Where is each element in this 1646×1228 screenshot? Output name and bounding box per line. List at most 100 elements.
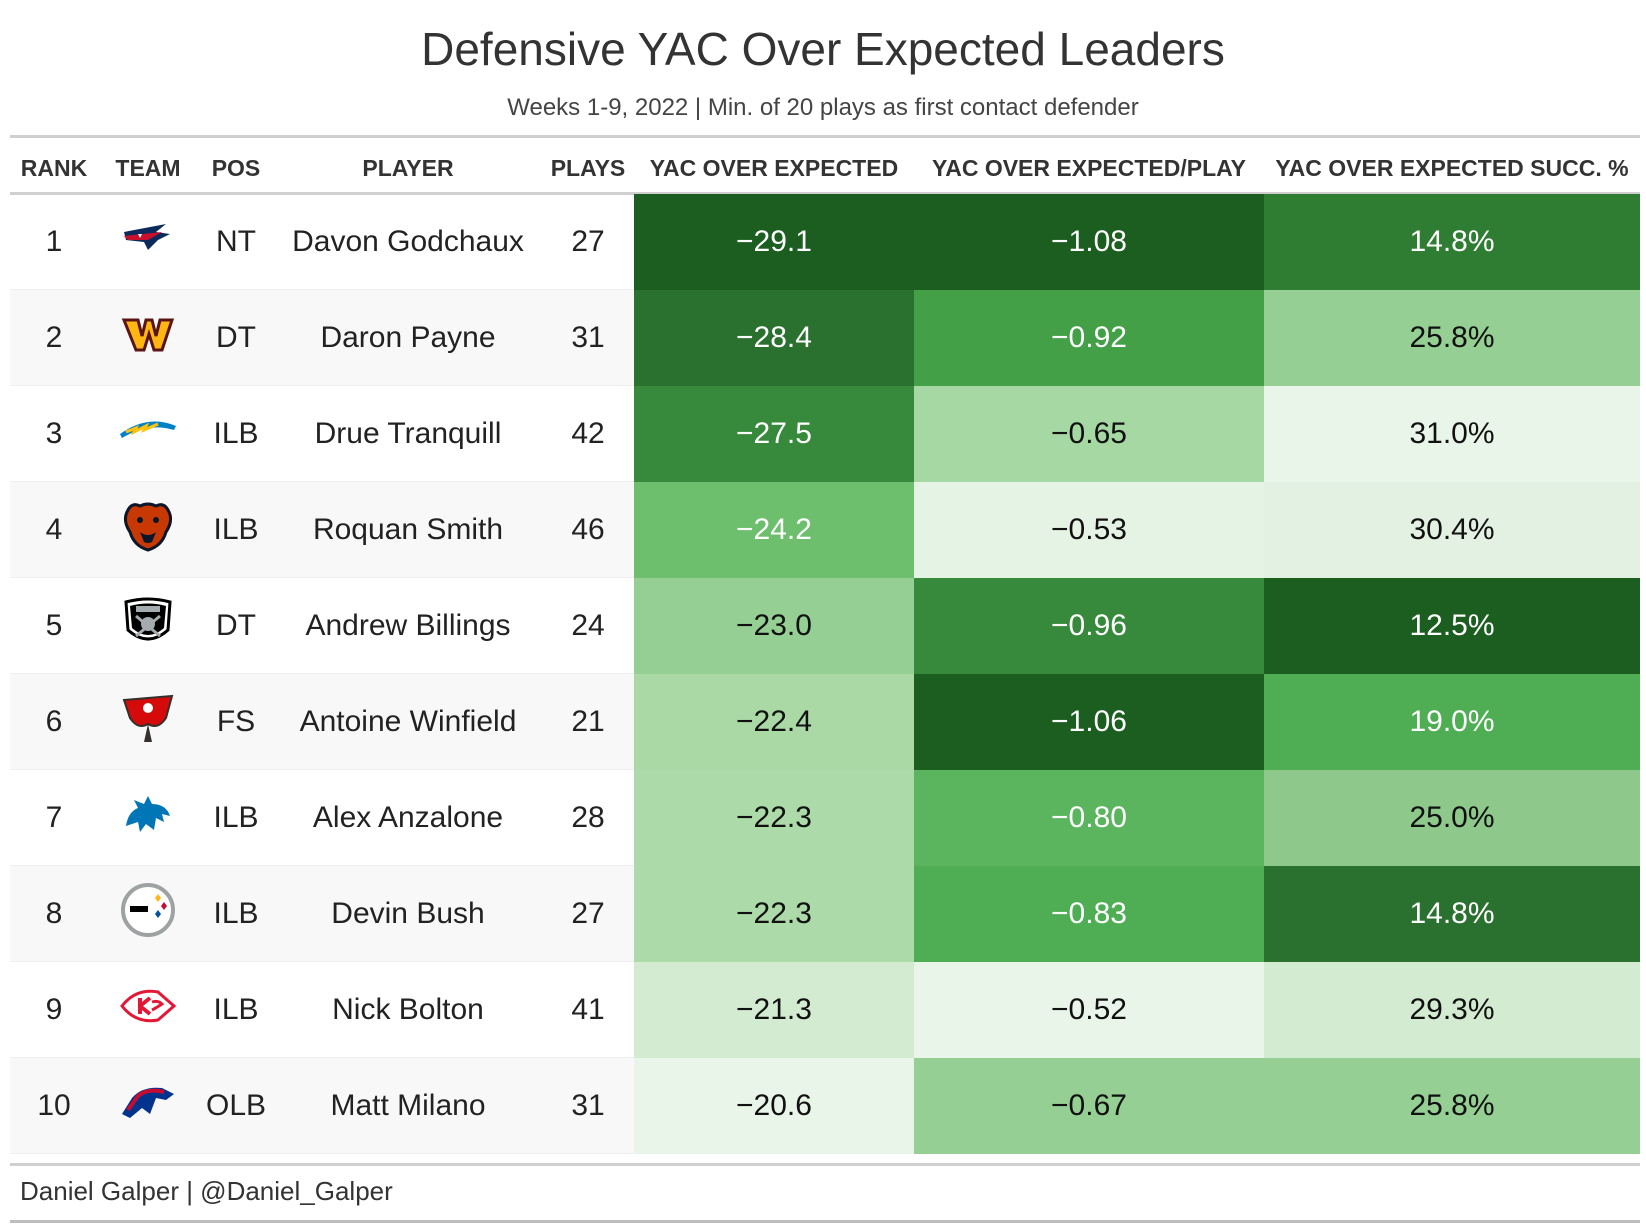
yoe-succ-cell: 25.0% <box>1264 770 1640 866</box>
table-row: 1 NT Davon Godchaux 27 −29.1 −1.08 14.8% <box>10 194 1640 290</box>
table-row: 6 FS Antoine Winfield 21 −22.4 −1.06 19.0% <box>10 674 1640 770</box>
pos-cell: ILB <box>213 801 259 834</box>
commanders-logo-icon <box>118 306 178 370</box>
source-credit: Daniel Galper | @Daniel_Galper <box>20 1176 393 1206</box>
rank-cell: 6 <box>45 705 63 738</box>
rank-cell: 4 <box>45 513 63 546</box>
rank-cell: 1 <box>45 225 63 258</box>
yoe-cell: −27.5 <box>634 386 914 482</box>
player-cell: Davon Godchaux <box>292 225 524 258</box>
table-row: 7 ILB Alex Anzalone 28 −22.3 −0.80 25.0% <box>10 770 1640 866</box>
yoe-play-cell: −0.52 <box>914 962 1264 1058</box>
table-row: 3 ILB Drue Tranquill 42 −27.5 −0.65 31.0% <box>10 386 1640 482</box>
team-cell <box>98 770 198 866</box>
team-cell <box>98 866 198 962</box>
header-plays: PLAYS <box>550 154 626 181</box>
pos-cell: ILB <box>213 897 259 930</box>
yoe-succ-cell: 25.8% <box>1264 1058 1640 1154</box>
header-yoe-play: YAC OVER EXPECTED/PLAY <box>931 154 1246 181</box>
yoe-succ-cell: 30.4% <box>1264 482 1640 578</box>
raiders-logo-icon <box>118 594 178 658</box>
rank-cell: 8 <box>45 897 63 930</box>
rank-cell: 5 <box>45 609 63 642</box>
plays-cell: 28 <box>571 801 605 834</box>
plays-cell: 27 <box>571 897 605 930</box>
bears-logo-icon <box>118 498 178 562</box>
plays-cell: 31 <box>571 321 605 354</box>
pos-cell: FS <box>216 705 256 738</box>
yoe-play-cell: −1.08 <box>914 194 1264 290</box>
chart-subtitle: Weeks 1-9, 2022 | Min. of 20 plays as fi… <box>507 94 1139 121</box>
team-cell <box>98 962 198 1058</box>
plays-cell: 42 <box>571 417 605 450</box>
yoe-succ-cell: 29.3% <box>1264 962 1640 1058</box>
yoe-cell: −21.3 <box>634 962 914 1058</box>
bills-logo-icon <box>118 1074 178 1138</box>
player-cell: Drue Tranquill <box>314 417 502 450</box>
yoe-play-cell: −0.83 <box>914 866 1264 962</box>
pos-cell: DT <box>216 609 256 642</box>
yoe-succ-cell: 19.0% <box>1264 674 1640 770</box>
top-rule <box>10 135 1640 138</box>
chargers-logo-icon <box>118 402 178 466</box>
team-cell <box>98 386 198 482</box>
yoe-succ-cell: 14.8% <box>1264 194 1640 290</box>
pos-cell: NT <box>216 225 256 258</box>
pos-cell: ILB <box>213 417 259 450</box>
table-row: 2 DT Daron Payne 31 −28.4 −0.92 25.8% <box>10 290 1640 386</box>
rank-cell: 9 <box>45 993 63 1026</box>
yoe-succ-cell: 31.0% <box>1264 386 1640 482</box>
yoe-play-cell: −0.80 <box>914 770 1264 866</box>
rank-cell: 10 <box>37 1089 71 1122</box>
yoe-cell: −28.4 <box>634 290 914 386</box>
buccaneers-logo-icon <box>118 690 178 754</box>
team-cell <box>98 194 198 290</box>
bottom-rule <box>10 1163 1640 1166</box>
header-yoe-succ: YAC OVER EXPECTED SUCC. % <box>1275 154 1629 181</box>
header-rank: RANK <box>20 154 88 181</box>
player-cell: Nick Bolton <box>332 993 484 1026</box>
rank-cell: 2 <box>45 321 63 354</box>
yoe-play-cell: −0.53 <box>914 482 1264 578</box>
lions-logo-icon <box>118 786 178 850</box>
player-cell: Antoine Winfield <box>299 705 517 738</box>
steelers-logo-icon <box>118 882 178 946</box>
header-team: TEAM <box>115 154 181 181</box>
team-cell <box>98 578 198 674</box>
player-cell: Matt Milano <box>330 1089 486 1122</box>
yoe-succ-cell: 25.8% <box>1264 290 1640 386</box>
yoe-cell: −29.1 <box>634 194 914 290</box>
table-row: 5 DT Andrew Billings 24 −23.0 −0.96 12.5% <box>10 578 1640 674</box>
end-rule <box>10 1220 1640 1223</box>
header-rule <box>10 192 1640 195</box>
team-cell <box>98 482 198 578</box>
pos-cell: OLB <box>205 1089 267 1122</box>
yoe-play-cell: −1.06 <box>914 674 1264 770</box>
yoe-cell: −22.3 <box>634 866 914 962</box>
team-cell <box>98 1058 198 1154</box>
plays-cell: 46 <box>571 513 605 546</box>
yoe-play-cell: −0.96 <box>914 578 1264 674</box>
plays-cell: 27 <box>571 225 605 258</box>
plays-cell: 41 <box>571 993 605 1026</box>
table-row: 4 ILB Roquan Smith 46 −24.2 −0.53 30.4% <box>10 482 1640 578</box>
pos-cell: ILB <box>213 513 259 546</box>
yoe-cell: −22.4 <box>634 674 914 770</box>
yoe-succ-cell: 14.8% <box>1264 866 1640 962</box>
pos-cell: DT <box>216 321 256 354</box>
chart-title: Defensive YAC Over Expected Leaders <box>421 23 1225 75</box>
yoe-cell: −23.0 <box>634 578 914 674</box>
player-cell: Devin Bush <box>331 897 485 930</box>
patriots-logo-icon <box>118 210 178 274</box>
rank-cell: 3 <box>45 417 63 450</box>
header-pos: POS <box>211 154 261 181</box>
team-cell <box>98 674 198 770</box>
yoe-play-cell: −0.92 <box>914 290 1264 386</box>
yoe-succ-cell: 12.5% <box>1264 578 1640 674</box>
player-cell: Andrew Billings <box>305 609 511 642</box>
yoe-cell: −22.3 <box>634 770 914 866</box>
plays-cell: 21 <box>571 705 605 738</box>
player-cell: Daron Payne <box>320 321 496 354</box>
chiefs-logo-icon <box>118 978 178 1042</box>
